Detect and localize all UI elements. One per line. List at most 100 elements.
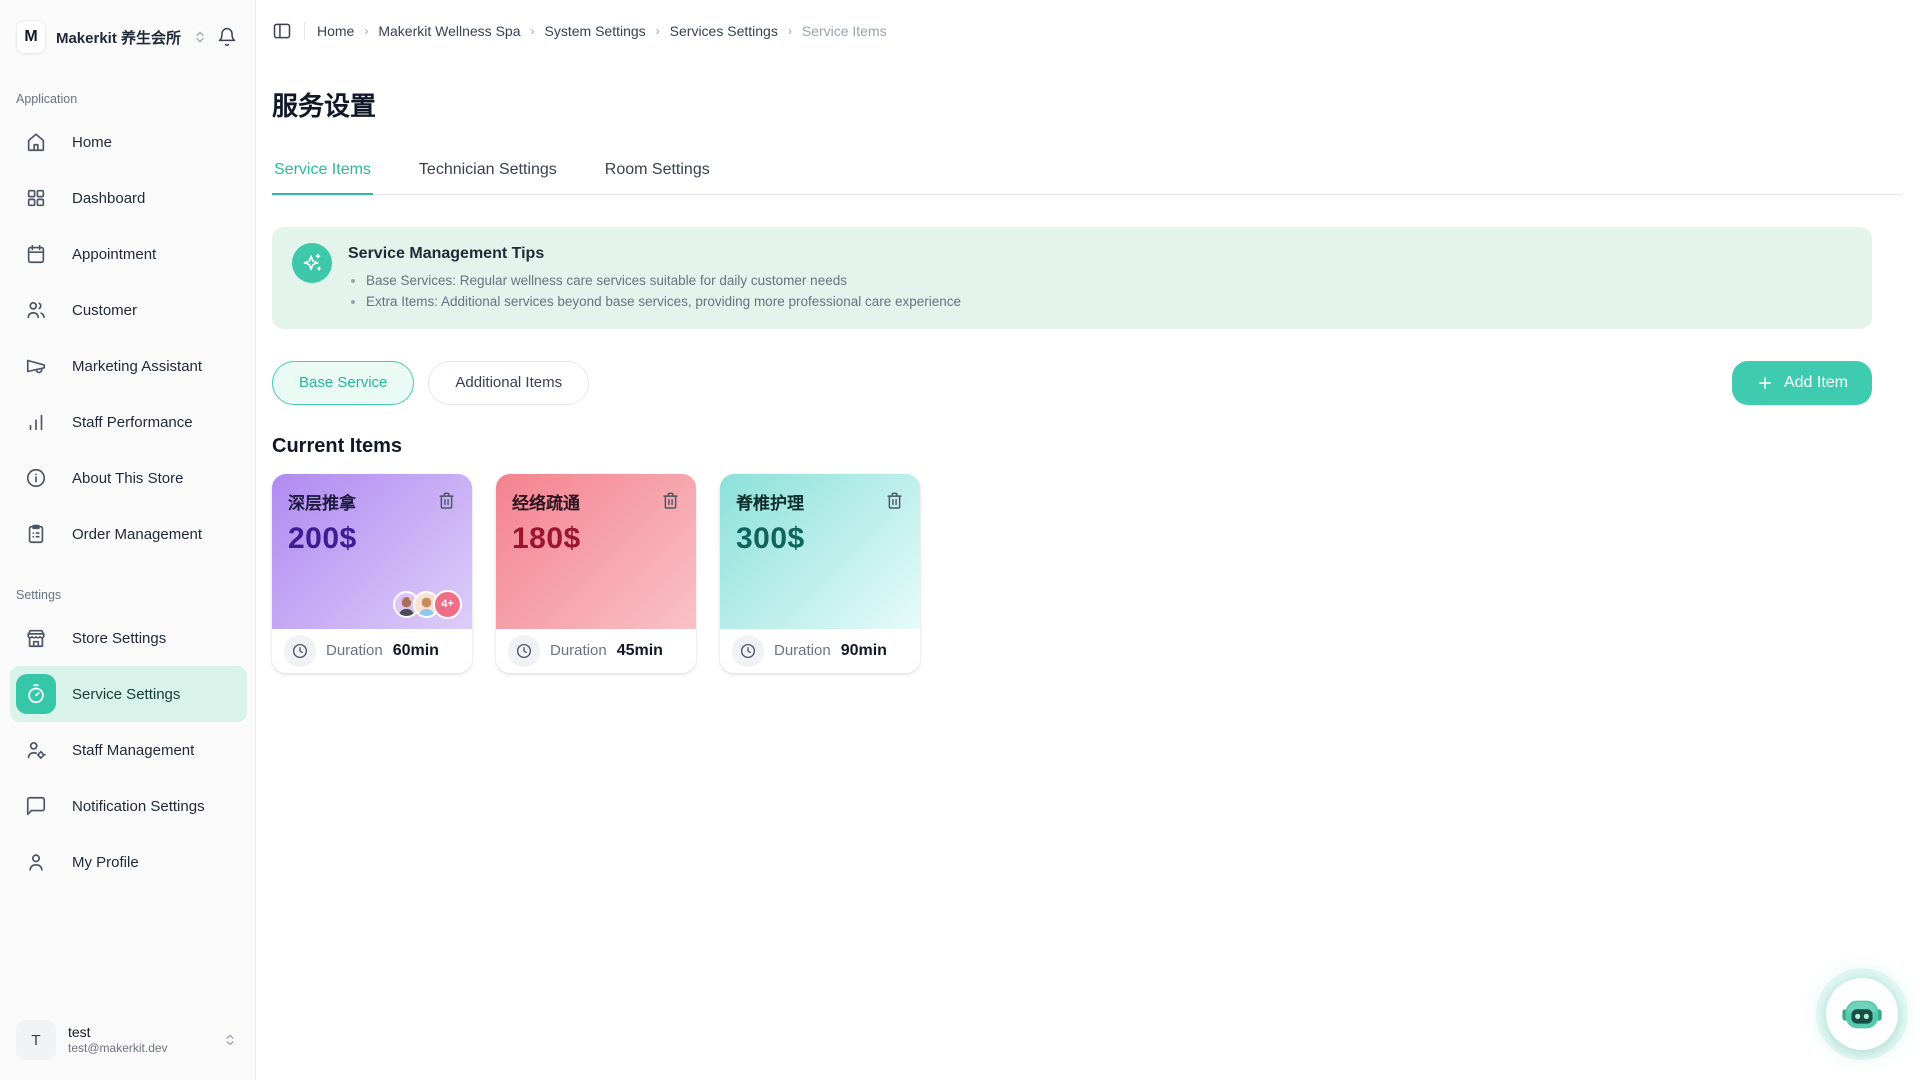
service-card[interactable]: 经络疏通 180$ Duration 45min <box>496 473 696 673</box>
sidebar-item-label: Store Settings <box>72 629 167 647</box>
topbar: Home › Makerkit Wellness Spa › System Se… <box>272 0 1872 62</box>
breadcrumb-item[interactable]: Makerkit Wellness Spa <box>378 23 521 39</box>
tab-room-settings[interactable]: Room Settings <box>604 161 710 178</box>
sidebar-item-label: Notification Settings <box>72 797 205 815</box>
sidebar-item-notification-settings[interactable]: Notification Settings <box>10 778 247 834</box>
duration-label: Duration <box>774 642 831 660</box>
info-icon <box>16 458 56 498</box>
more-technicians-badge: 4+ <box>433 589 462 619</box>
sidebar-item-store-settings[interactable]: Store Settings <box>10 610 247 666</box>
dashboard-grid-icon <box>16 178 56 218</box>
divider <box>304 22 305 40</box>
service-price: 180$ <box>512 521 581 555</box>
sidebar-item-label: Staff Performance <box>72 413 193 431</box>
duration-value: 60min <box>392 641 439 659</box>
current-items-heading: Current Items <box>272 434 403 457</box>
main-content: Home › Makerkit Wellness Spa › System Se… <box>256 0 1920 1080</box>
service-card-header: 脊椎护理 300$ <box>720 473 920 629</box>
sidebar-item-home[interactable]: Home <box>10 114 247 170</box>
service-card[interactable]: 脊椎护理 300$ Duration 90min <box>720 473 920 673</box>
calendar-icon <box>16 234 56 274</box>
sidebar-item-marketing-assistant[interactable]: Marketing Assistant <box>10 338 247 394</box>
sidebar-item-label: Customer <box>72 301 138 319</box>
delete-icon[interactable] <box>435 489 458 512</box>
user-gear-icon <box>16 730 56 770</box>
add-item-button[interactable]: Add Item <box>1731 360 1872 405</box>
tips-list: Base Services: Regular wellness care ser… <box>366 271 961 313</box>
clock-icon <box>508 634 540 667</box>
megaphone-icon <box>16 346 56 386</box>
tab-service-items[interactable]: Service Items <box>272 151 373 195</box>
tips-banner: Service Management Tips Base Services: R… <box>272 227 1872 329</box>
sidebar-item-label: Service Settings <box>72 685 181 703</box>
sidebar-toggle-icon[interactable] <box>272 21 292 41</box>
sidebar-item-label: Home <box>72 133 113 151</box>
nav-section-label: Application <box>16 92 78 106</box>
service-card-footer: Duration 45min <box>496 628 696 673</box>
user-name: test <box>68 1023 91 1040</box>
workspace-logo: M <box>16 20 46 54</box>
service-card-footer: Duration 60min <box>272 628 472 673</box>
workspace-name: Makerkit 养生会所 <box>55 29 181 47</box>
service-card-header: 深层推拿 200$ 4+ <box>272 473 472 629</box>
base-service-filter-button[interactable]: Base Service <box>272 360 415 405</box>
tab-technician-settings[interactable]: Technician Settings <box>418 161 557 178</box>
chevrons-up-down-icon <box>193 30 207 44</box>
service-cards: 深层推拿 200$ 4+ <box>272 473 1872 673</box>
message-icon <box>16 786 56 826</box>
bar-chart-icon <box>16 402 56 442</box>
sidebar-item-label: My Profile <box>72 853 139 871</box>
duration-label: Duration <box>550 642 607 660</box>
technician-avatar <box>393 590 420 618</box>
tab-bar: Service Items Technician Settings Room S… <box>272 151 1902 195</box>
tips-title: Service Management Tips <box>348 245 545 262</box>
sidebar-item-customer[interactable]: Customer <box>10 282 247 338</box>
filter-row: Base Service Additional Items Add Item <box>272 360 1872 405</box>
workspace-switcher[interactable]: M Makerkit 养生会所 <box>0 0 255 64</box>
clock-icon <box>732 634 764 667</box>
sidebar-item-dashboard[interactable]: Dashboard <box>10 170 247 226</box>
avatar: T <box>16 1020 56 1060</box>
sidebar-item-appointment[interactable]: Appointment <box>10 226 247 282</box>
service-card[interactable]: 深层推拿 200$ 4+ <box>272 473 472 673</box>
sidebar-item-order-management[interactable]: Order Management <box>10 506 247 562</box>
breadcrumb-item[interactable]: Home <box>317 23 355 39</box>
sidebar: M Makerkit 养生会所 Application Home Dashboa… <box>0 0 256 1080</box>
clock-icon <box>284 634 316 667</box>
duration-value: 45min <box>616 641 663 659</box>
plus-icon <box>1756 374 1774 392</box>
technician-avatars: 4+ <box>393 589 462 619</box>
service-price: 200$ <box>288 521 357 555</box>
sidebar-item-service-settings[interactable]: Service Settings <box>10 666 247 722</box>
service-name: 脊椎护理 <box>736 493 804 513</box>
chevron-right-icon: › <box>787 24 792 38</box>
sidebar-item-label: Marketing Assistant <box>72 357 203 375</box>
sidebar-item-label: Dashboard <box>72 189 146 207</box>
tips-bullet: Extra Items: Additional services beyond … <box>366 292 961 313</box>
delete-icon[interactable] <box>883 489 906 512</box>
sidebar-item-about-this-store[interactable]: About This Store <box>10 450 247 506</box>
service-name: 经络疏通 <box>512 493 580 513</box>
sidebar-item-staff-management[interactable]: Staff Management <box>10 722 247 778</box>
breadcrumb-item-current: Service Items <box>801 23 887 39</box>
bell-icon[interactable] <box>217 27 237 47</box>
service-card-header: 经络疏通 180$ <box>496 473 696 629</box>
delete-icon[interactable] <box>659 489 682 512</box>
breadcrumb-item[interactable]: Services Settings <box>669 23 778 39</box>
chatbot-button[interactable] <box>1826 978 1898 1050</box>
users-icon <box>16 290 56 330</box>
sidebar-item-staff-performance[interactable]: Staff Performance <box>10 394 247 450</box>
chevron-right-icon: › <box>530 24 535 38</box>
user-menu[interactable]: T test test@makerkit.dev <box>0 1004 255 1080</box>
chevron-right-icon: › <box>364 24 369 38</box>
page-title: 服务设置 <box>272 91 377 121</box>
nav-section-label: Settings <box>16 588 62 602</box>
breadcrumb-item[interactable]: System Settings <box>544 23 646 39</box>
additional-items-filter-button[interactable]: Additional Items <box>428 360 590 405</box>
sidebar-item-my-profile[interactable]: My Profile <box>10 834 247 890</box>
sidebar-item-label: Staff Management <box>72 741 195 759</box>
sidebar-item-label: Order Management <box>72 525 203 543</box>
robot-icon <box>1839 991 1885 1037</box>
clipboard-icon <box>16 514 56 554</box>
user-icon <box>16 842 56 882</box>
